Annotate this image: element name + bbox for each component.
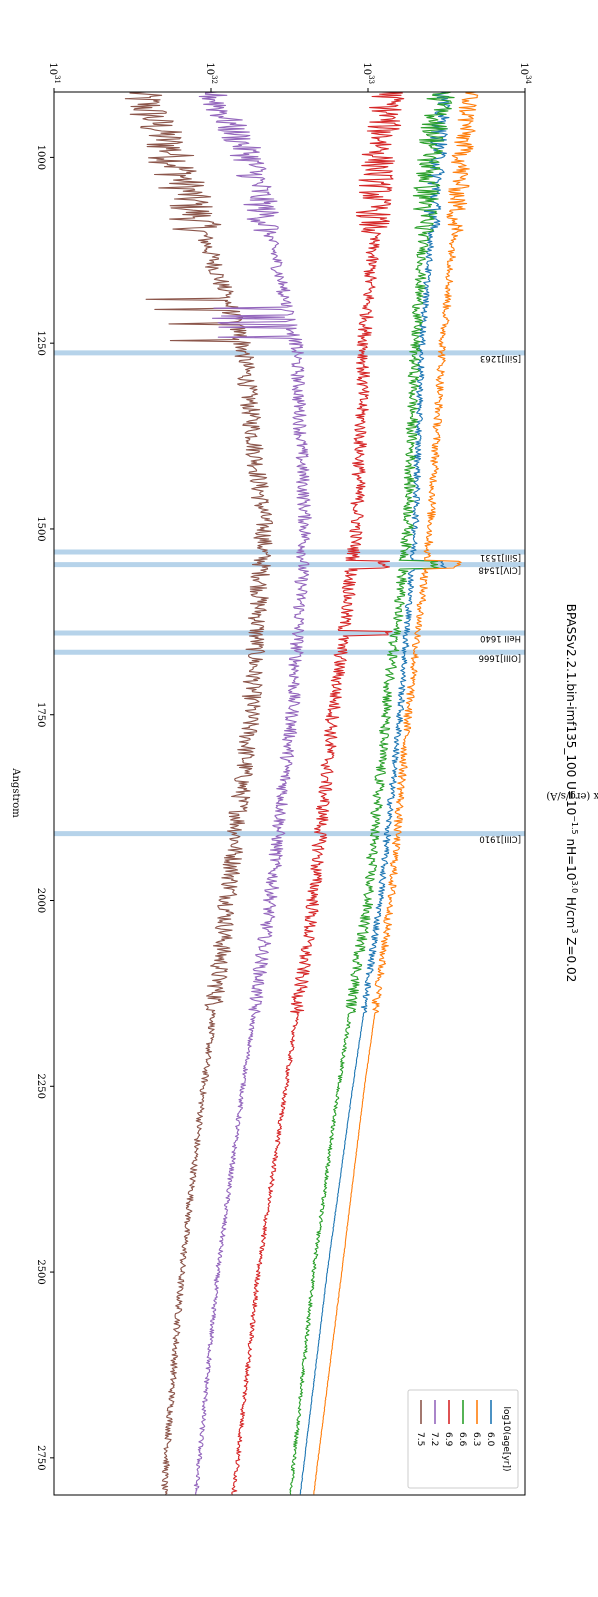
emission-line-label: [CIII]1910 — [479, 834, 521, 844]
emission-line-label: [SiII]1531 — [480, 552, 521, 562]
emission-line-label: [OIII]1666 — [479, 652, 521, 662]
emission-line-label: [SiII]1263 — [480, 353, 521, 363]
y-axis-label: Flux (erg/s/A) — [546, 790, 598, 801]
series-line-6.3 — [313, 91, 479, 1495]
y-tick-label: 1031 — [47, 62, 61, 84]
legend-entry: 7.5 — [415, 1432, 425, 1446]
x-tick-label: 2500 — [35, 1259, 46, 1284]
series-line-6.0 — [299, 91, 451, 1495]
legend-entry: 6.9 — [443, 1432, 453, 1447]
x-tick-label: 1250 — [35, 330, 46, 355]
legend-title: log10(age[yr]) — [501, 1406, 511, 1471]
y-tick-label: 1033 — [361, 62, 375, 84]
x-tick-label: 1750 — [35, 702, 46, 727]
y-axis: 1031 1032 1033 1034 — [47, 62, 532, 92]
x-axis: 1000 1250 1500 1750 2000 2250 2500 2750 — [35, 145, 54, 1471]
plot-frame — [53, 91, 526, 1496]
series-line-7.2 — [193, 91, 312, 1495]
legend: log10(age[yr]) 6.0 6.3 6.6 6.9 7.2 7.5 — [407, 1389, 519, 1489]
x-axis-label: Angstrom — [10, 767, 21, 818]
y-tick-label: 1034 — [518, 62, 532, 84]
x-tick-label: 2750 — [35, 1445, 46, 1470]
y-tick-label: 1032 — [204, 62, 218, 84]
emission-line-label: HeII 1640 — [480, 633, 521, 643]
emission-line-label: [CIV]1548 — [478, 565, 521, 575]
x-tick-label: 2250 — [35, 1074, 46, 1099]
legend-entry: 7.2 — [429, 1432, 439, 1446]
series-line-6.6 — [289, 91, 455, 1495]
chart-title: BPASSv2.2.1.bin-imf135_100 U=10−1.5 nH=1… — [564, 604, 579, 983]
x-tick-label: 2000 — [35, 888, 46, 913]
x-tick-label: 1000 — [35, 145, 46, 170]
series-layer — [124, 91, 479, 1495]
series-line-7.5 — [124, 91, 273, 1495]
emission-lines-layer: [SiII]1263 [SiII]1531 [CIV]1548 HeII 1640 [O… — [54, 350, 525, 844]
x-tick-label: 1500 — [35, 516, 46, 541]
series-line-6.9 — [231, 91, 405, 1495]
legend-entry: 6.3 — [471, 1432, 481, 1446]
legend-entry: 6.6 — [457, 1432, 467, 1447]
legend-entry: 6.0 — [485, 1432, 495, 1447]
